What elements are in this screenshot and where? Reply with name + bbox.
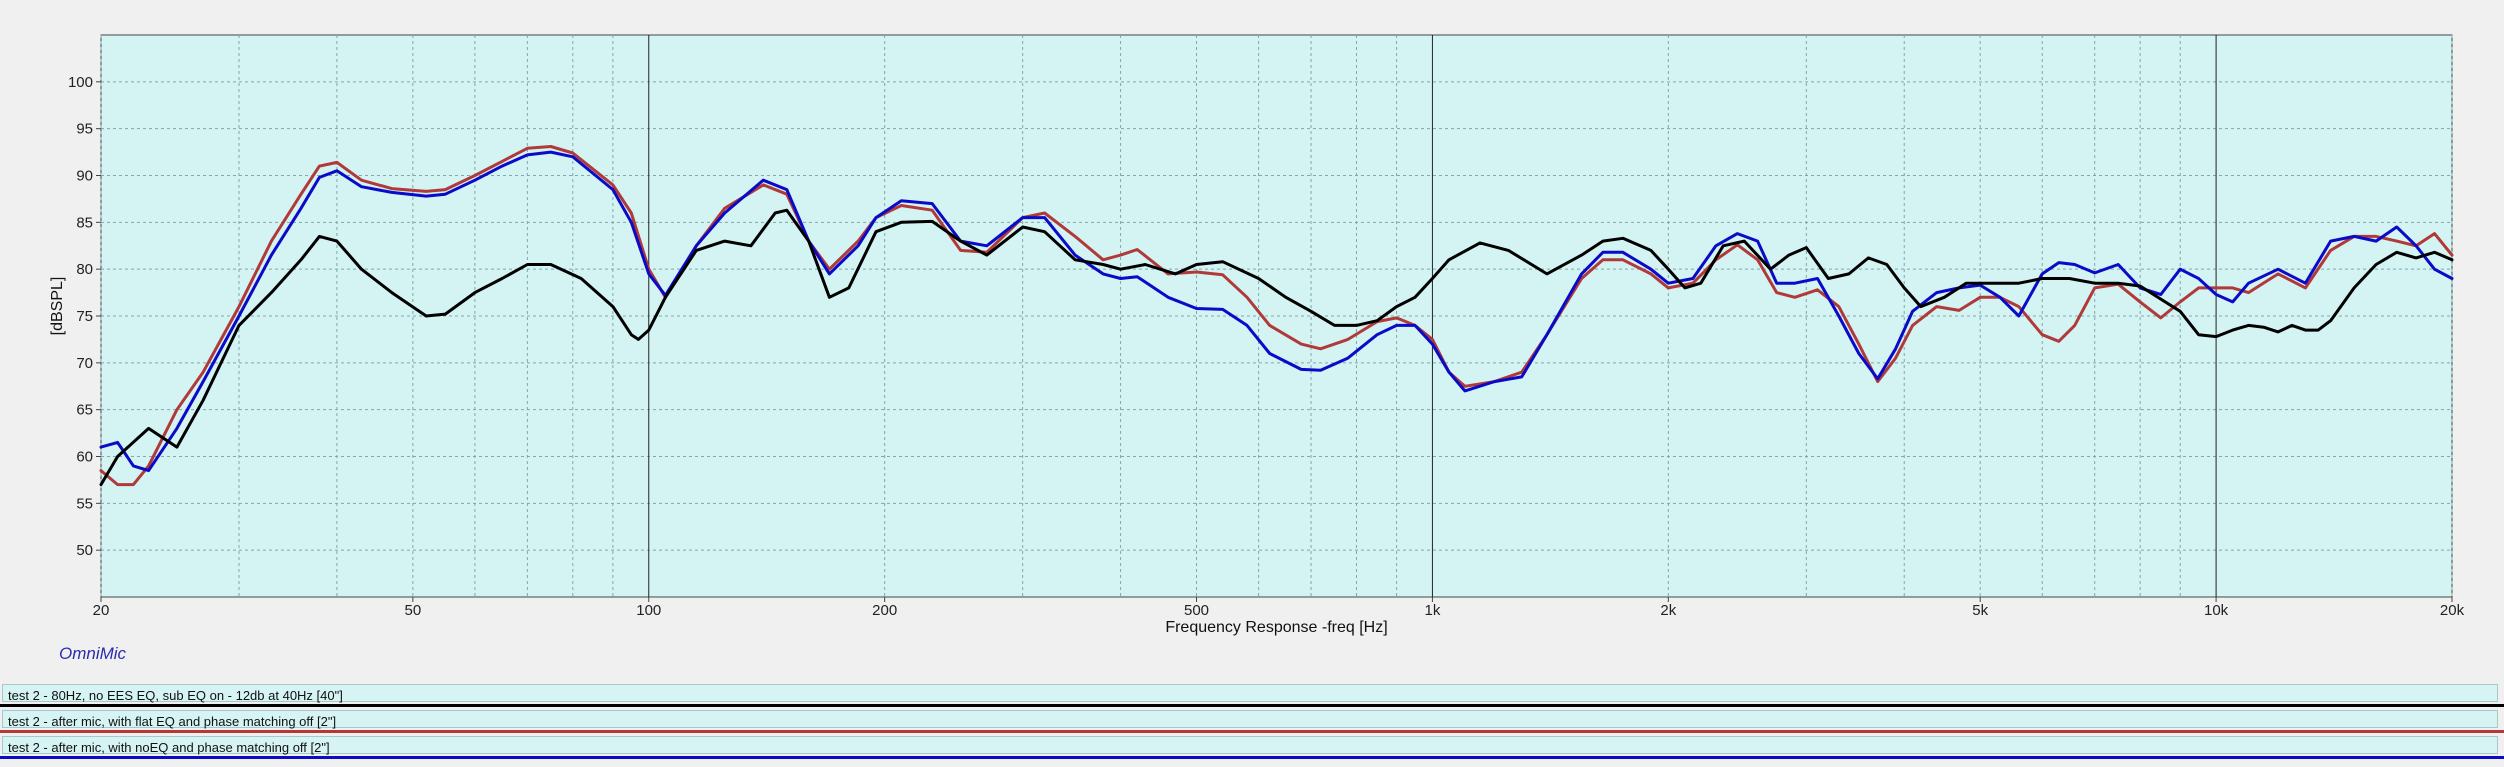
legend-item-box[interactable]: test 2 - after mic, with noEQ and phase … bbox=[2, 736, 2498, 755]
legend-item[interactable]: test 2 - after mic, with flat EQ and pha… bbox=[0, 709, 2504, 735]
legend-item-label: test 2 - after mic, with flat EQ and pha… bbox=[8, 714, 337, 729]
x-tick-label: 1k bbox=[1425, 602, 1441, 619]
y-tick-label: 95 bbox=[76, 121, 93, 138]
x-tick-label: 20k bbox=[2440, 602, 2465, 619]
legend-item-swatch bbox=[0, 704, 2504, 707]
legend-item-box[interactable]: test 2 - after mic, with flat EQ and pha… bbox=[2, 710, 2498, 729]
y-tick-label: 60 bbox=[76, 449, 93, 466]
x-tick-label: 500 bbox=[1184, 602, 1209, 619]
y-tick-label: 55 bbox=[76, 495, 93, 512]
series-line bbox=[99, 145, 2454, 487]
y-tick-label: 65 bbox=[76, 402, 93, 419]
legend-item-swatch bbox=[0, 730, 2504, 733]
x-axis-label: Frequency Response -freq [Hz] bbox=[1165, 619, 1387, 636]
x-tick-label: 50 bbox=[405, 602, 422, 619]
x-tick-label: 200 bbox=[872, 602, 897, 619]
y-tick-label: 50 bbox=[76, 542, 93, 559]
y-tick-label: 85 bbox=[76, 214, 93, 231]
grid-major-lines bbox=[648, 35, 2217, 597]
x-tick-label: 10k bbox=[2204, 602, 2229, 619]
legend-item[interactable]: test 2 - after mic, with noEQ and phase … bbox=[0, 735, 2504, 761]
legend: test 2 - 80Hz, no EES EQ, sub EQ on - 12… bbox=[0, 683, 2504, 761]
legend-item[interactable]: test 2 - 80Hz, no EES EQ, sub EQ on - 12… bbox=[0, 683, 2504, 709]
series-line bbox=[99, 208, 2454, 487]
omnimic-brand-label: OmniMic bbox=[59, 644, 127, 663]
grid-minor-lines bbox=[100, 35, 2453, 597]
legend-item-box[interactable]: test 2 - 80Hz, no EES EQ, sub EQ on - 12… bbox=[2, 684, 2498, 703]
x-tick-label: 5k bbox=[1972, 602, 1988, 619]
legend-item-label: test 2 - 80Hz, no EES EQ, sub EQ on - 12… bbox=[8, 688, 343, 703]
y-tick-label: 90 bbox=[76, 168, 93, 185]
y-tick-label: 70 bbox=[76, 355, 93, 372]
series-line bbox=[99, 150, 2454, 473]
x-tick-label: 100 bbox=[636, 602, 661, 619]
y-tick-label: 75 bbox=[76, 308, 93, 325]
legend-item-label: test 2 - after mic, with noEQ and phase … bbox=[8, 740, 330, 755]
x-axis-ticks: 20 50 100 200 500 1k 2k 5k 10k 20k bbox=[93, 597, 2465, 619]
legend-item-swatch bbox=[0, 756, 2504, 759]
series-lines bbox=[99, 145, 2454, 487]
x-tick-label: 2k bbox=[1660, 602, 1676, 619]
y-tick-label: 80 bbox=[76, 261, 93, 278]
y-axis-label: [dBSPL] bbox=[49, 277, 66, 336]
y-axis-ticks: 50 55 60 65 70 75 80 85 90 95 100 bbox=[68, 74, 101, 559]
y-tick-label: 100 bbox=[68, 74, 93, 91]
x-tick-label: 20 bbox=[93, 602, 110, 619]
